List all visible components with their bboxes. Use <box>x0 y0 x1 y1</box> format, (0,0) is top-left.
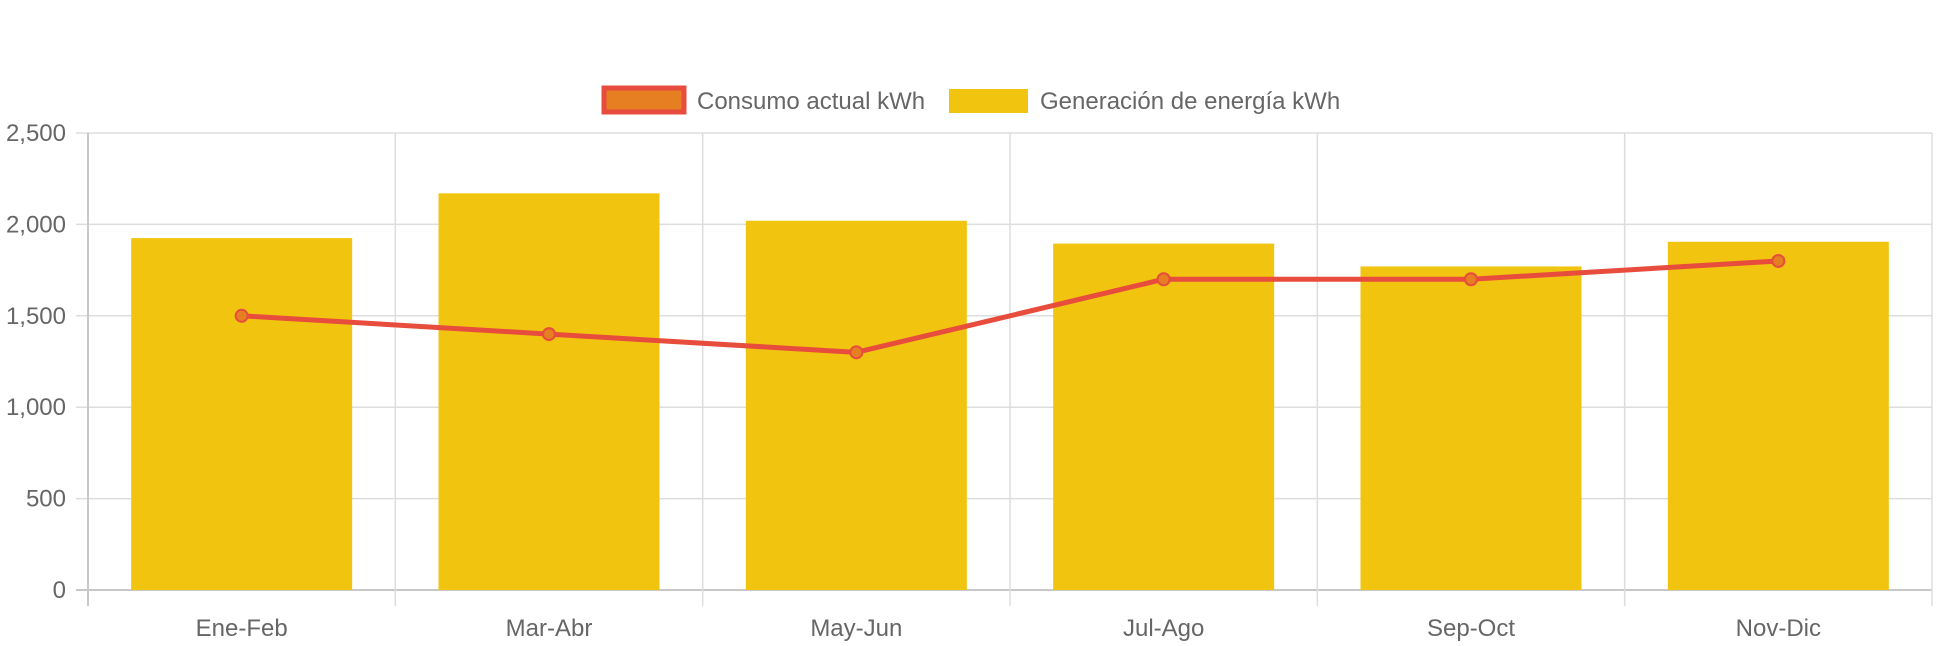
point-consumo[interactable] <box>849 345 864 360</box>
point-consumo[interactable] <box>1464 272 1478 287</box>
legend-label-generacion[interactable]: Generación de energía kWh <box>1040 88 1340 115</box>
bar-generacion[interactable] <box>1360 266 1582 590</box>
line-consumo <box>241 258 1779 355</box>
y-tick-label: 0 <box>53 577 66 604</box>
bar-series <box>131 193 1889 591</box>
y-tick-label: 2,500 <box>6 120 66 147</box>
bar-generacion[interactable] <box>745 220 967 590</box>
legend-swatch-consumo[interactable] <box>601 85 687 115</box>
x-tick-label: Jul-Ago <box>1123 615 1204 642</box>
line-series <box>234 253 1786 360</box>
legend[interactable]: Consumo actual kWh Generación de energía … <box>601 85 1340 115</box>
x-tick-label: Mar-Abr <box>506 615 593 642</box>
point-consumo[interactable] <box>1771 253 1786 268</box>
y-tick-label: 1,000 <box>6 394 66 421</box>
bar-generacion[interactable] <box>1667 241 1889 591</box>
x-tick-label: Ene-Feb <box>196 615 288 642</box>
y-tick-label: 1,500 <box>6 303 66 330</box>
point-consumo[interactable] <box>542 327 556 342</box>
grid-lines <box>76 132 1933 606</box>
x-tick-label: Sep-Oct <box>1427 615 1515 642</box>
point-consumo[interactable] <box>1156 272 1171 287</box>
bar-generacion[interactable] <box>131 238 353 591</box>
x-tick-label: Nov-Dic <box>1736 615 1821 642</box>
legend-label-consumo[interactable]: Consumo actual kWh <box>697 88 925 115</box>
legend-swatch-generacion[interactable] <box>949 89 1028 113</box>
bar-generacion[interactable] <box>438 193 660 590</box>
point-consumo[interactable] <box>234 308 249 323</box>
y-tick-label: 500 <box>26 486 66 513</box>
y-tick-label: 2,000 <box>6 211 66 238</box>
x-tick-label: May-Jun <box>810 615 902 642</box>
bar-generacion[interactable] <box>1053 243 1275 590</box>
axes: 0 500 1,000 1,500 2,000 2,500 Ene-Feb Mar-Abr Ma… <box>6 120 1821 642</box>
